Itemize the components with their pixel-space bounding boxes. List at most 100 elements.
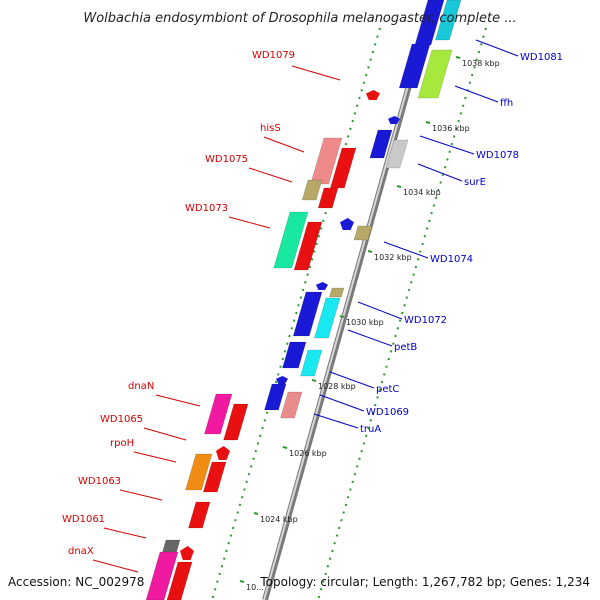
reverse-label-leader — [419, 135, 475, 155]
gene-dnax-block — [145, 551, 179, 600]
scale-ticks: 1038 kbp 1036 kbp 1034 kbp 1032 kbp 1030 kbp… — [239, 56, 500, 592]
gene-wd1069-block — [264, 383, 287, 411]
gene-wd1074-arrow — [340, 218, 354, 230]
scale-tick-label: 1028 kbp — [318, 382, 356, 391]
gene-wd1075-red-block — [317, 187, 339, 209]
forward-gene-label[interactable]: WD1075 — [205, 154, 248, 165]
gene-ffh-block — [417, 49, 453, 99]
scale-tick — [339, 315, 345, 318]
reverse-label-leader — [319, 394, 365, 412]
reverse-label-leader — [347, 329, 393, 347]
forward-track-dotted-line — [211, 27, 381, 600]
gene-labels: WD1079 hisS WD1075 WD1073 dnaN WD1065 rpoH WD10… — [62, 39, 563, 573]
gene-wd1063-block — [188, 501, 211, 529]
gene-wd1073-red-block — [293, 221, 323, 271]
gene-wd1072-arrow — [316, 282, 328, 290]
gene-dnax-red-block — [166, 561, 193, 600]
topology-text: Topology: circular; Length: 1,267,782 bp… — [259, 575, 590, 589]
forward-label-leader — [228, 216, 271, 229]
scale-tick-label: 1030 kbp — [346, 318, 384, 327]
scale-tick — [282, 446, 288, 449]
forward-gene-label[interactable]: hisS — [260, 123, 281, 134]
forward-label-leader — [133, 451, 177, 463]
reverse-gene-label[interactable]: WD1069 — [366, 407, 409, 418]
gene-wd1075-block — [301, 179, 323, 201]
reverse-gene-label[interactable]: WD1072 — [404, 315, 447, 326]
scale-tick — [455, 56, 461, 59]
scale-tick-label: 1026 kbp — [289, 449, 327, 458]
scale-tick-label: 1024 kbp — [260, 515, 298, 524]
forward-label-leader — [155, 394, 201, 407]
scale-tick — [425, 121, 431, 124]
scale-tick — [311, 379, 317, 382]
scale-tick — [367, 250, 373, 253]
forward-gene-label[interactable]: WD1073 — [185, 203, 228, 214]
reverse-gene-label[interactable]: ffh — [500, 98, 513, 109]
reverse-label-leader — [313, 413, 359, 429]
gene-wd1061-arrow — [180, 546, 194, 560]
gene-petc-block — [300, 349, 323, 377]
reverse-gene-label[interactable]: WD1078 — [476, 150, 519, 161]
reverse-label-leader — [417, 163, 463, 182]
gene-hiss-red-block — [330, 147, 357, 189]
gene-wd1081-cyan-block — [435, 0, 462, 41]
forward-label-leader — [143, 427, 187, 441]
forward-label-leader — [263, 136, 305, 153]
gene-petc-blue-block — [282, 341, 307, 369]
forward-label-leader — [92, 559, 139, 573]
forward-gene-label[interactable]: rpoH — [110, 438, 134, 449]
forward-gene-label[interactable]: WD1065 — [100, 414, 143, 425]
gene-wd1069-arrow — [276, 376, 288, 384]
forward-label-leader — [291, 65, 341, 81]
gene-hiss-block — [310, 137, 343, 185]
scale-tick-label: 10... — [246, 583, 264, 592]
gene-rpoh-red-block — [202, 461, 227, 493]
gene-features — [145, 0, 462, 600]
scale-tick — [253, 512, 259, 515]
scale-tick — [239, 580, 245, 583]
scale-tick-label: 1034 kbp — [403, 188, 441, 197]
forward-gene-label[interactable]: dnaX — [68, 546, 94, 557]
scale-tick-label: 1032 kbp — [374, 253, 412, 262]
gene-trua-block — [280, 391, 303, 419]
accession-text: Accession: NC_002978 — [8, 575, 144, 589]
forward-gene-label[interactable]: WD1061 — [62, 514, 105, 525]
gene-wd1081-block — [414, 0, 445, 46]
scale-tick-label: 1038 kbp — [462, 59, 500, 68]
reverse-gene-label[interactable]: WD1081 — [520, 52, 563, 63]
reverse-label-leader — [454, 85, 499, 103]
genome-backbone-highlight — [263, 0, 433, 600]
reverse-gene-label[interactable]: surE — [464, 177, 486, 188]
forward-gene-label[interactable]: dnaN — [128, 381, 154, 392]
reverse-gene-label[interactable]: truA — [360, 424, 381, 435]
forward-label-leader — [119, 489, 163, 501]
forward-label-leader — [248, 167, 293, 183]
gene-wd1078-block — [369, 129, 393, 159]
gene-petb-block — [314, 297, 341, 339]
reverse-gene-label[interactable]: petC — [376, 384, 399, 395]
reverse-gene-label[interactable]: WD1074 — [430, 254, 473, 265]
gene-rpoh-block — [185, 453, 213, 491]
scale-tick — [396, 185, 402, 188]
forward-gene-label[interactable]: WD1079 — [252, 50, 295, 61]
gene-sure-block — [385, 139, 409, 169]
reverse-label-leader — [475, 39, 519, 57]
gene-petb-blue-block — [292, 291, 323, 337]
gene-wd1074-block — [353, 225, 373, 241]
gene-dnan-red-block — [223, 403, 249, 441]
reverse-gene-label[interactable]: petB — [394, 342, 417, 353]
gene-ffh-blue-block — [398, 43, 431, 89]
gene-wd1073-block — [273, 211, 309, 269]
gene-wd1072-block — [329, 287, 345, 298]
gene-dnan-block — [204, 393, 233, 435]
map-title: Wolbachia endosymbiont of Drosophila mel… — [83, 11, 516, 26]
forward-gene-label[interactable]: WD1063 — [78, 476, 121, 487]
reverse-label-leader — [329, 371, 375, 389]
gene-wd1079-arrow — [366, 90, 380, 100]
forward-label-leader — [103, 527, 147, 539]
reverse-label-leader — [357, 301, 403, 320]
reverse-label-leader — [383, 241, 429, 259]
reverse-track-dotted-line — [317, 27, 487, 600]
gene-wd1078-arrow — [388, 116, 400, 124]
